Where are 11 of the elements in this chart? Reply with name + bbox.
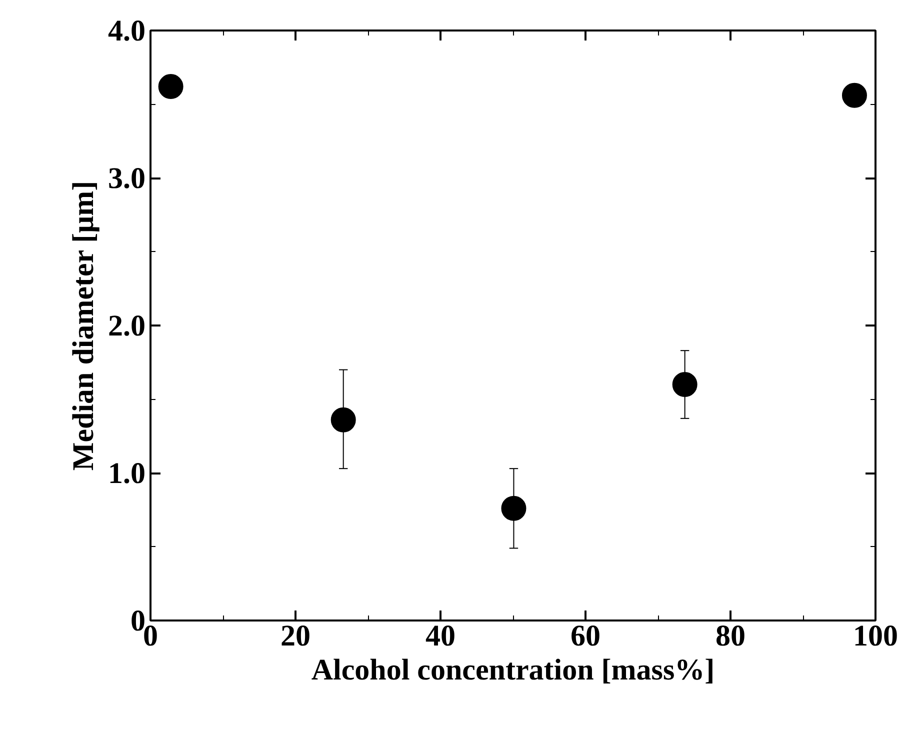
x-tick-label: 100 (853, 620, 898, 652)
y-tick-label: 3.0 (108, 162, 146, 195)
x-axis-title: Alcohol concentration [mass%] (311, 654, 715, 686)
y-tick-label: 1.0 (108, 457, 146, 490)
x-tick-label: 20 (280, 620, 310, 652)
x-tick-label: 60 (570, 620, 600, 652)
y-tick-label: 4.0 (108, 14, 146, 48)
x-tick-label: 80 (716, 620, 746, 652)
y-tick-label: 2.0 (108, 310, 146, 342)
x-tick-label: 40 (426, 620, 456, 652)
y-axis-title: Median diameter [μm] (67, 180, 100, 471)
